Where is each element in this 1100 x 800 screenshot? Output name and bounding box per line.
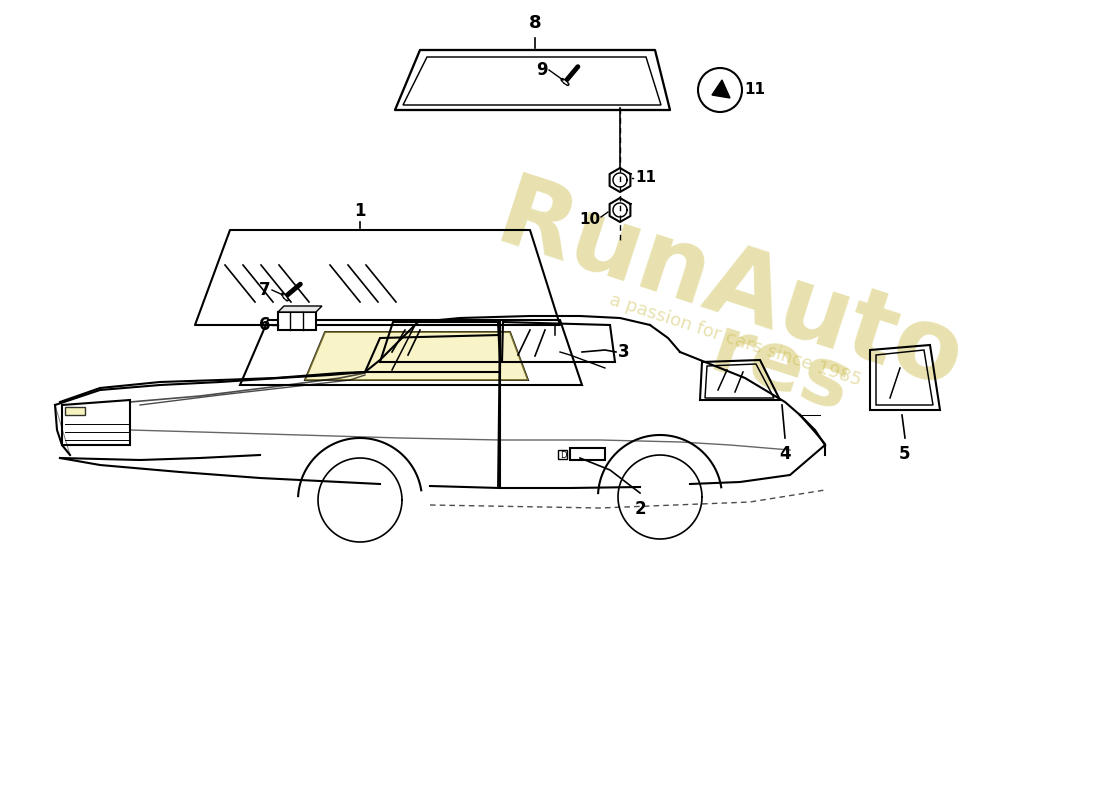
Polygon shape <box>305 332 528 380</box>
Text: 10: 10 <box>579 213 600 227</box>
Text: RunAuto: RunAuto <box>485 169 976 411</box>
Text: 11: 11 <box>744 82 764 98</box>
Text: 5: 5 <box>900 445 911 463</box>
Text: 2: 2 <box>635 500 646 518</box>
Text: a passion for cars since 1985: a passion for cars since 1985 <box>607 290 864 390</box>
Text: 6: 6 <box>258 316 270 334</box>
Text: 8: 8 <box>529 14 541 32</box>
Polygon shape <box>278 306 322 312</box>
Text: 1: 1 <box>354 202 365 220</box>
Text: 4: 4 <box>779 445 791 463</box>
Bar <box>558 450 566 459</box>
Text: 3: 3 <box>618 343 629 361</box>
Text: D: D <box>560 451 566 460</box>
Polygon shape <box>712 80 730 98</box>
Text: 9: 9 <box>537 61 548 79</box>
Bar <box>65 407 85 415</box>
Text: res: res <box>701 311 860 429</box>
Bar <box>570 448 605 460</box>
Text: 11: 11 <box>635 170 656 186</box>
Text: 7: 7 <box>258 281 270 299</box>
Bar <box>278 312 316 330</box>
